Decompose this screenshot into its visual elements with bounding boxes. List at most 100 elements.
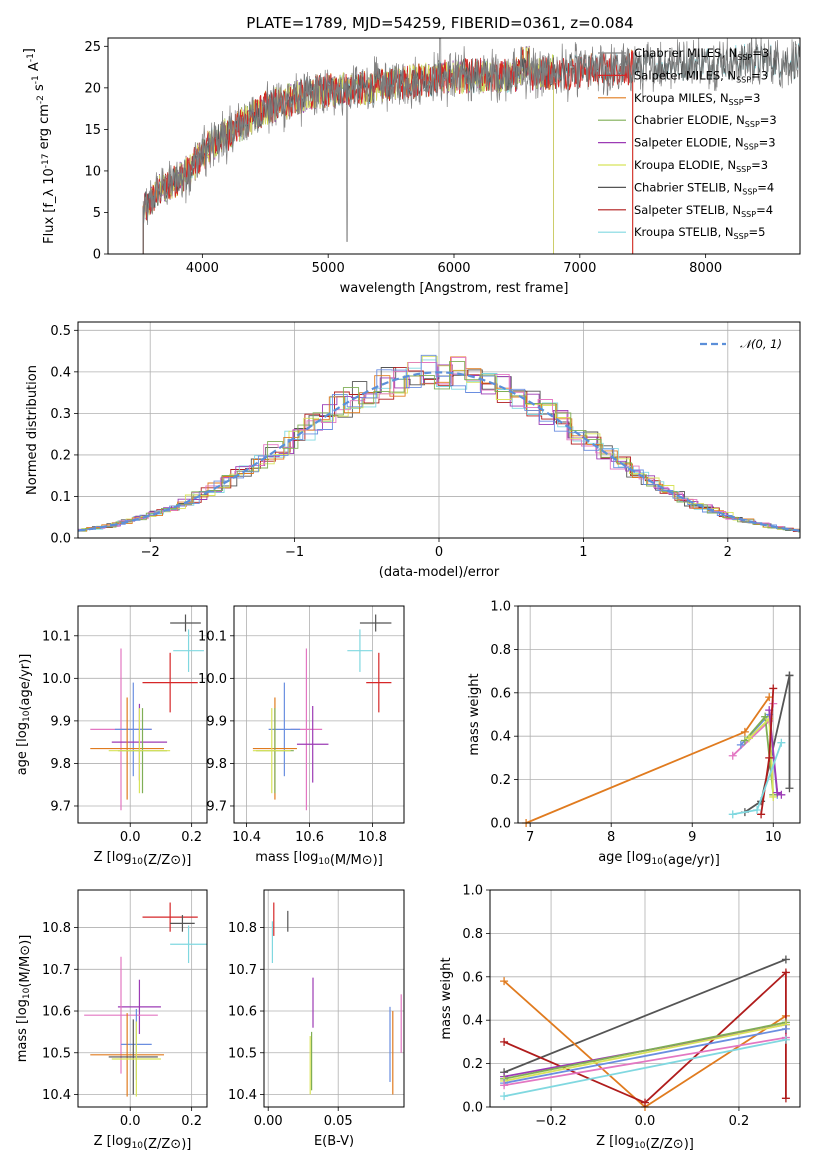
legend-entry: Chabrier STELIB, NSSP=4 — [634, 180, 774, 196]
y-tick-label: 10.4 — [228, 1088, 257, 1103]
massweight_vs_age-axes: 7 8 9 10 0.0 0.2 0.4 0.6 0.8 1.0 age [log10(age/yr… — [467, 600, 801, 868]
y-tick-label: 9.9 — [50, 714, 71, 729]
y-tick-label: 10.8 — [42, 921, 71, 936]
x-axis-label: Z [log10(Z/Z⊙)] — [596, 1134, 694, 1152]
x-tick-label: −1 — [285, 545, 304, 560]
plus-marker — [641, 1098, 649, 1107]
y-tick-label: 10.1 — [42, 629, 71, 644]
y-tick-label: 0 — [93, 248, 101, 263]
y-tick-label: 25 — [84, 40, 101, 55]
plus-marker — [777, 738, 786, 747]
plus-marker — [500, 1081, 509, 1090]
legend-entry: Salpeter STELIB, NSSP=4 — [634, 203, 773, 219]
residual-histogram — [78, 354, 800, 532]
data-point — [359, 614, 392, 632]
y-tick-label: 1.0 — [490, 600, 511, 615]
y-tick-label: 9.8 — [50, 757, 71, 772]
data-point — [142, 902, 198, 932]
observed-spectrum — [142, 38, 800, 242]
data-point — [108, 1019, 158, 1095]
x-tick-label: 10.6 — [295, 830, 324, 845]
y-tick-label: 0.1 — [50, 490, 71, 505]
age_vs_Z-axes: 0.0 0.2 9.7 9.8 9.9 10.0 10.1 Z [log10(Z/Z⊙)] ag… — [15, 605, 208, 868]
plus-marker — [500, 1037, 509, 1046]
x-tick-label: 10.4 — [232, 830, 261, 845]
y-tick-label: 10.7 — [42, 963, 71, 978]
data-point — [170, 925, 207, 964]
x-tick-label: 8000 — [689, 261, 722, 276]
y-tick-label: 9.9 — [206, 714, 227, 729]
x-tick-label: 0.2 — [181, 830, 202, 845]
data-point — [296, 705, 329, 783]
plus-marker — [769, 792, 778, 801]
y-tick-label: 0.0 — [462, 1101, 483, 1116]
plus-marker — [769, 684, 778, 693]
plus-marker — [765, 753, 774, 762]
y-tick-label: 0.4 — [490, 730, 511, 745]
weight-line — [503, 1036, 787, 1087]
plus-marker — [777, 790, 786, 799]
plus-marker — [753, 805, 762, 814]
plus-marker — [781, 1024, 790, 1033]
x-tick-label: 0 — [435, 545, 443, 560]
plus-marker — [765, 693, 774, 702]
y-tick-label: 5 — [93, 206, 101, 221]
plus-marker — [500, 1092, 509, 1101]
x-axis-label: wavelength [Angstrom, rest frame] — [340, 281, 569, 296]
legend-entry: Salpeter MILES, NSSP=3 — [634, 68, 768, 84]
plus-marker — [740, 736, 749, 745]
y-tick-label: 0.8 — [462, 927, 483, 942]
data-point — [252, 708, 291, 794]
y-tick-label: 10 — [84, 164, 101, 179]
y-tick-label: 0.4 — [462, 1014, 483, 1029]
data-point — [90, 1013, 164, 1097]
plus-marker — [740, 727, 749, 736]
x-axis-label: mass [log10(M/M⊙)] — [255, 850, 383, 868]
normal-curve — [78, 371, 800, 532]
y-tick-label: 0.0 — [490, 817, 511, 832]
x-tick-label: 0.0 — [120, 1114, 141, 1129]
plus-marker — [761, 712, 770, 721]
y-tick-label: 10.6 — [228, 1005, 257, 1020]
weight-line — [503, 1023, 787, 1082]
histograms — [78, 354, 800, 533]
weight-line — [525, 696, 770, 824]
legend-entry: Kroupa ELODIE, NSSP=3 — [634, 158, 768, 174]
legend-entry: 𝒩(0, 1) — [740, 337, 782, 351]
axes-frame — [107, 37, 801, 255]
x-tick-label: 4000 — [186, 261, 219, 276]
plus-marker — [728, 751, 737, 760]
x-tick-label: −2 — [141, 545, 160, 560]
spectrum-axes: 4000 5000 6000 7000 8000 0 5 10 15 20 25 wavelength… — [22, 37, 801, 296]
plus-marker — [781, 1094, 790, 1103]
plus-marker — [785, 671, 794, 680]
data-point — [114, 682, 152, 777]
y-axis-label: Flux [f_λ 10-17 erg cm-2 s-1 A-1] — [22, 48, 57, 244]
plus-marker — [781, 955, 790, 964]
y-tick-label: 15 — [84, 123, 101, 138]
y-axis-label: age [log10(age/yr)] — [15, 654, 33, 776]
massweight_vs_Z-axes: −0.2 0.0 0.2 0.0 0.2 0.4 0.6 0.8 1.0 Z [log10(Z/Z… — [439, 884, 801, 1152]
data-point — [170, 614, 201, 632]
y-tick-label: 0.6 — [490, 686, 511, 701]
y-tick-label: 0.2 — [462, 1057, 483, 1072]
data-point — [268, 682, 301, 777]
plus-marker — [781, 968, 790, 977]
axes-frame — [233, 605, 405, 824]
x-tick-label: 10.8 — [358, 830, 387, 845]
x-tick-label: 6000 — [437, 261, 470, 276]
legend-entry: Kroupa STELIB, NSSP=5 — [634, 225, 765, 241]
y-tick-label: 0.8 — [490, 643, 511, 658]
x-tick-label: 0.0 — [635, 1114, 656, 1129]
spectrum-traces — [142, 38, 800, 254]
y-tick-label: 10.4 — [42, 1088, 71, 1103]
y-tick-label: 10.7 — [228, 963, 257, 978]
plus-marker — [736, 740, 745, 749]
x-tick-label: 7000 — [563, 261, 596, 276]
y-tick-label: 10.0 — [42, 672, 71, 687]
x-tick-label: 10 — [765, 830, 782, 845]
figure-title: PLATE=1789, MJD=54259, FIBERID=0361, z=0… — [246, 14, 633, 32]
age_vs_mass-axes: 10.4 10.6 10.8 9.7 9.8 9.9 10.0 10.1 mass [log10… — [198, 605, 405, 868]
x-tick-label: −0.2 — [535, 1114, 567, 1129]
y-tick-label: 10.6 — [42, 1005, 71, 1020]
